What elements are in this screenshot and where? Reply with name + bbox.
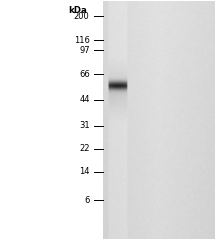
Text: 44: 44 (79, 95, 90, 104)
Text: 116: 116 (74, 36, 90, 45)
Text: 14: 14 (79, 167, 90, 176)
Text: 200: 200 (74, 12, 90, 21)
Text: 66: 66 (79, 70, 90, 79)
Text: 31: 31 (79, 121, 90, 131)
Text: kDa: kDa (69, 6, 87, 15)
Text: 22: 22 (79, 144, 90, 153)
Text: 97: 97 (79, 46, 90, 55)
Text: 6: 6 (84, 196, 90, 205)
